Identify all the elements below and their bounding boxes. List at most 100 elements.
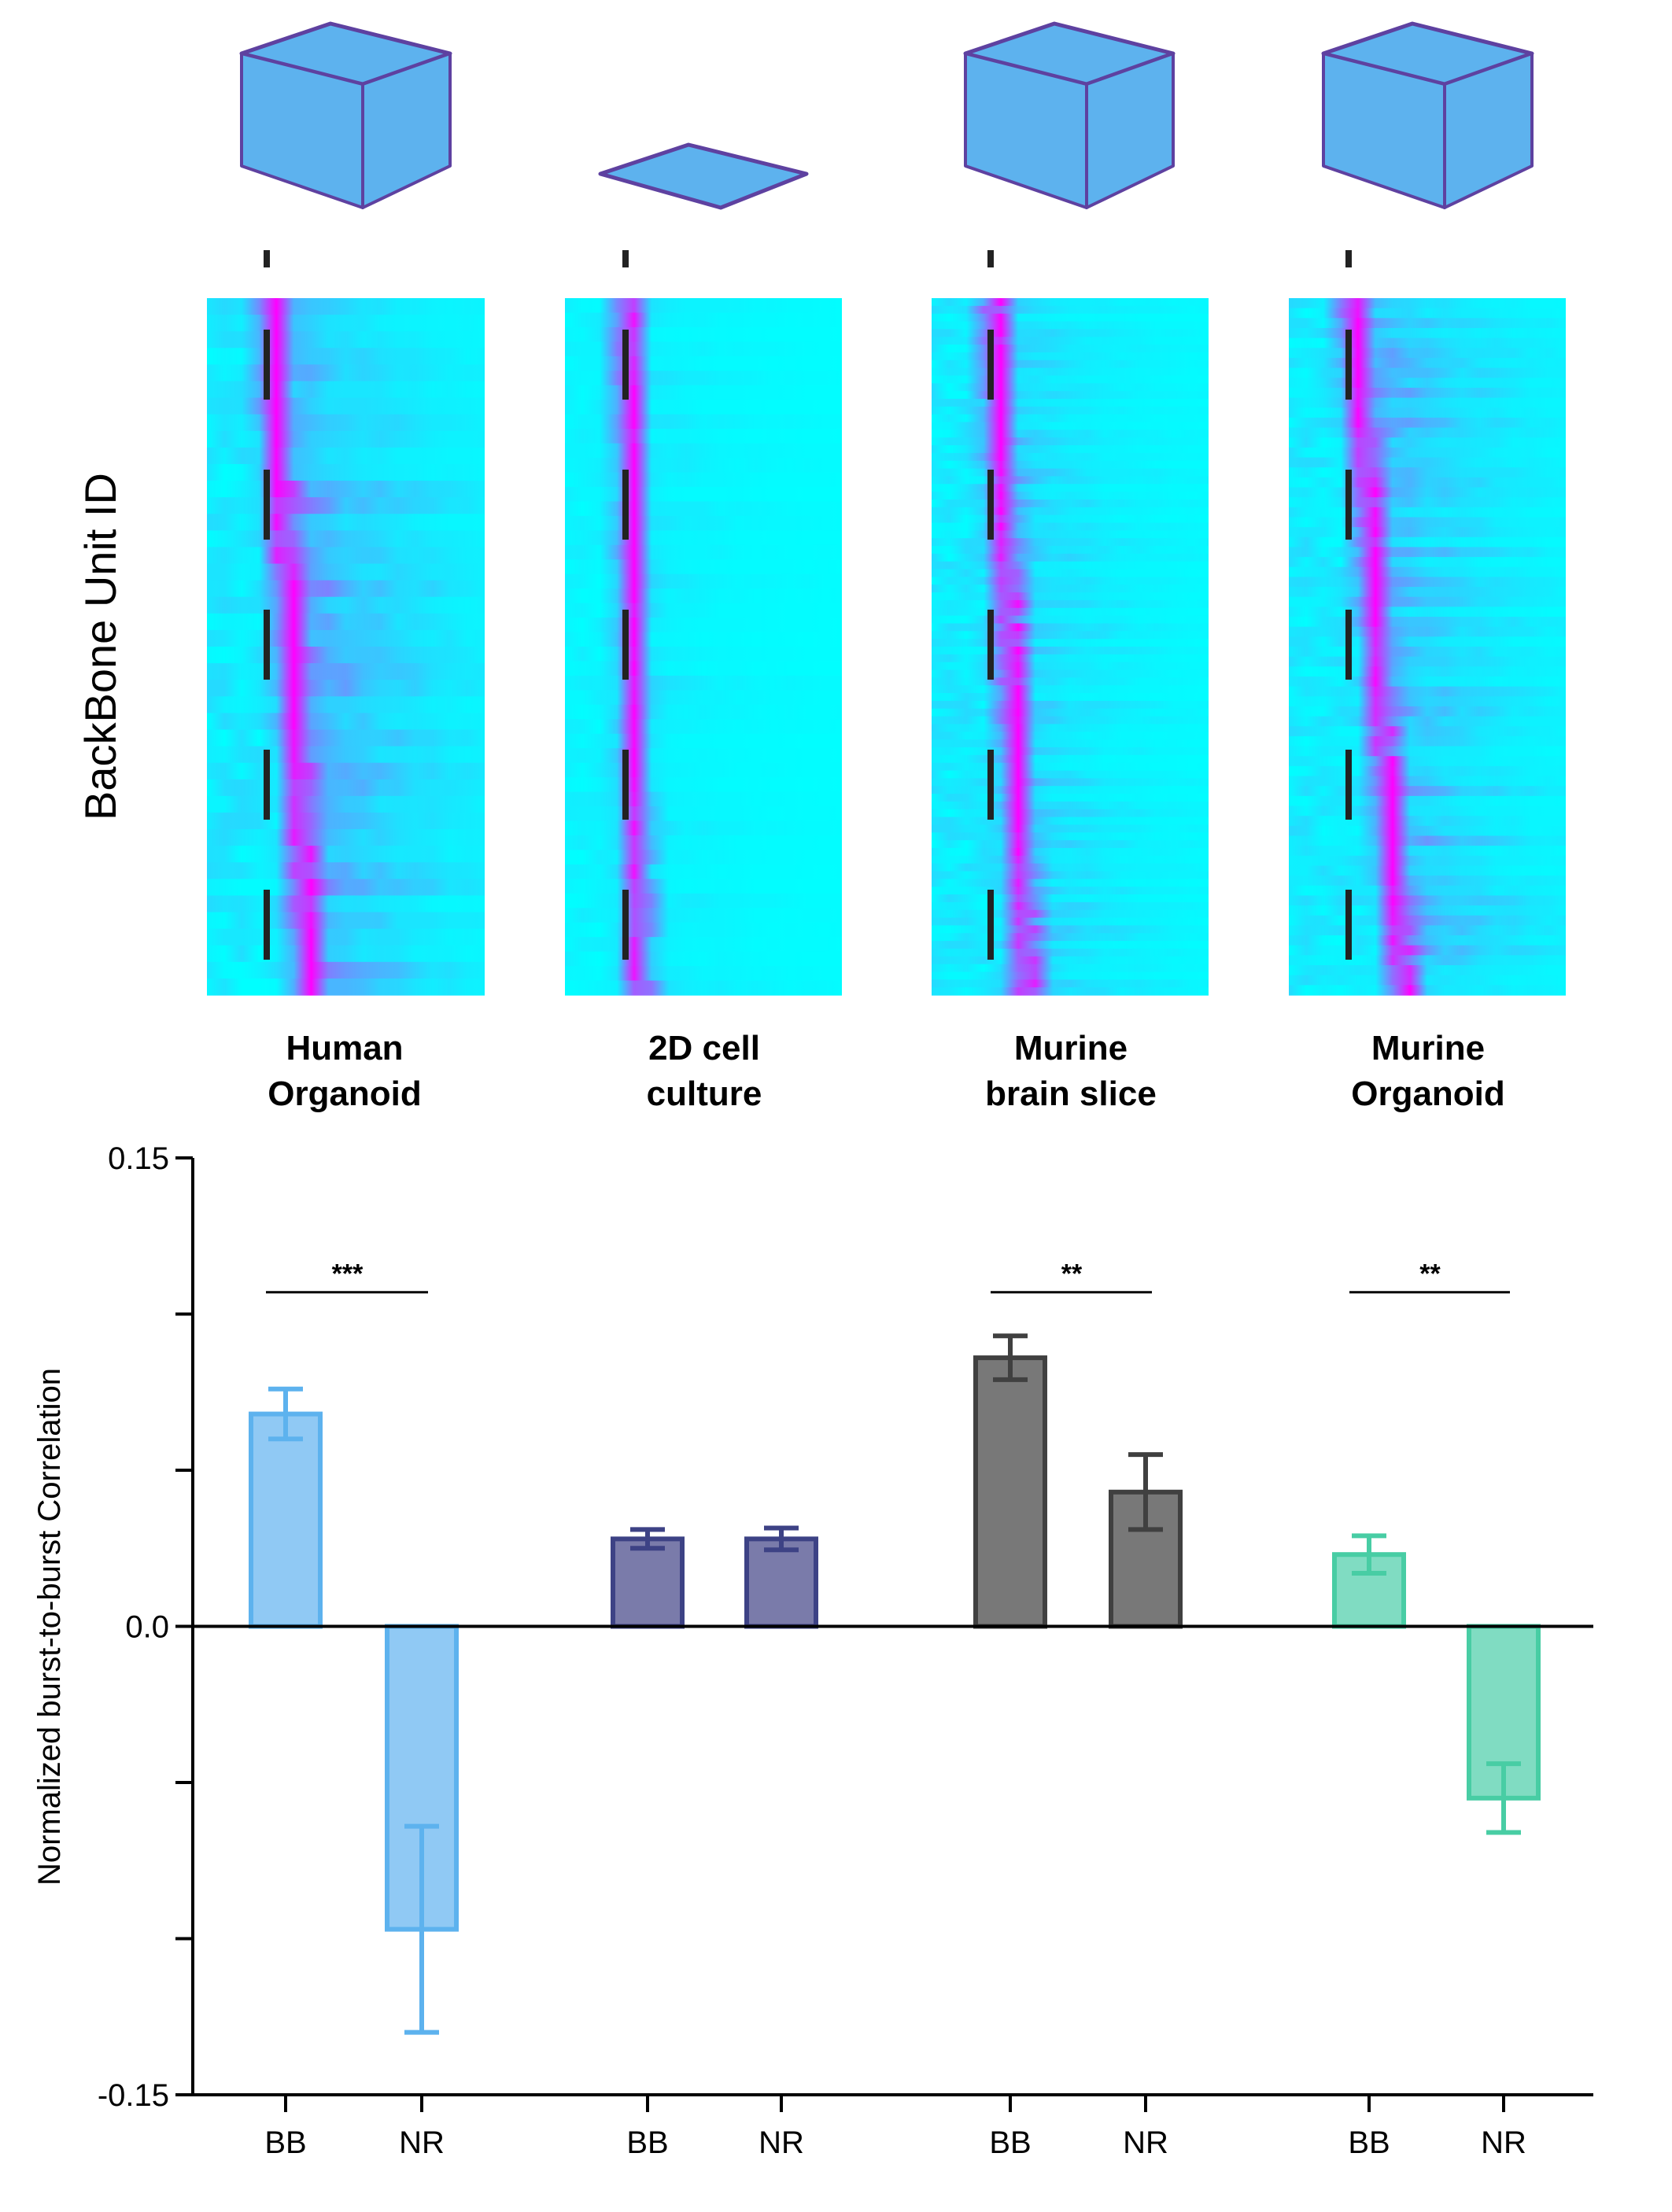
heatmap-row bbox=[565, 966, 842, 982]
heatmap-row bbox=[565, 690, 842, 706]
heatmap-row bbox=[932, 925, 1209, 934]
heatmap-row bbox=[932, 901, 1209, 911]
heatmap-row bbox=[1289, 387, 1566, 399]
heatmap-row bbox=[932, 941, 1209, 949]
heatmap-row bbox=[565, 618, 842, 633]
heatmap-row bbox=[207, 829, 485, 846]
heatmap-row bbox=[207, 978, 485, 996]
heatmap-row bbox=[932, 569, 1209, 577]
cube-right-face bbox=[361, 52, 452, 209]
heatmap-row bbox=[207, 514, 485, 531]
heatmap-row bbox=[932, 321, 1209, 330]
heatmap-row bbox=[1289, 876, 1566, 887]
heatmap-row bbox=[1289, 746, 1566, 757]
heatmap-row bbox=[207, 729, 485, 747]
heatmap-row bbox=[1289, 457, 1566, 468]
heatmap-row bbox=[207, 879, 485, 897]
heatmap-row bbox=[207, 713, 485, 731]
heatmap-row bbox=[932, 298, 1209, 307]
heatmap-row bbox=[565, 632, 842, 647]
heatmap-row bbox=[1289, 507, 1566, 518]
heatmap-row bbox=[1289, 577, 1566, 588]
heatmap-row bbox=[1289, 517, 1566, 528]
cube-right-face bbox=[1443, 52, 1534, 209]
heatmap-row bbox=[932, 561, 1209, 570]
heatmap-row bbox=[565, 588, 842, 604]
heatmap-row bbox=[565, 573, 842, 589]
heatmap-row bbox=[1289, 786, 1566, 797]
x-tick-label: BB bbox=[989, 2125, 1031, 2160]
heatmap-row bbox=[207, 463, 485, 481]
significance-label: ** bbox=[1419, 1259, 1441, 1289]
heatmap-row bbox=[1289, 735, 1566, 747]
heatmap-row bbox=[932, 577, 1209, 585]
bar-group bbox=[1332, 1533, 1541, 1835]
heatmap-row bbox=[932, 685, 1209, 694]
heatmap-row bbox=[1289, 327, 1566, 339]
bar bbox=[249, 1411, 323, 1629]
heatmap-row bbox=[207, 647, 485, 664]
x-tick-label: NR bbox=[399, 2125, 445, 2160]
heatmap-row bbox=[1289, 975, 1566, 986]
heatmap-row bbox=[932, 847, 1209, 857]
heatmap-row bbox=[207, 629, 485, 647]
heatmap-row bbox=[932, 887, 1209, 895]
heatmap-row bbox=[932, 468, 1209, 477]
heatmap-row bbox=[1289, 855, 1566, 867]
heatmap-row bbox=[932, 530, 1209, 539]
bar-group bbox=[611, 1525, 818, 1629]
heatmap-row bbox=[565, 400, 842, 415]
heatmap-row bbox=[1289, 945, 1566, 956]
heatmap-row bbox=[932, 329, 1209, 337]
heatmap-row bbox=[932, 700, 1209, 710]
heatmap-row bbox=[1289, 367, 1566, 378]
heatmap-row bbox=[1289, 935, 1566, 946]
heatmap-row bbox=[1289, 905, 1566, 916]
heatmap-row bbox=[1289, 706, 1566, 717]
heatmap-panel bbox=[207, 298, 1566, 998]
heatmap-row bbox=[565, 762, 842, 778]
heatmap-row bbox=[1289, 417, 1566, 429]
heatmap-row bbox=[932, 647, 1209, 655]
heatmap-row bbox=[932, 801, 1209, 810]
heatmap-row bbox=[932, 429, 1209, 438]
heatmap-row bbox=[207, 945, 485, 963]
significance-label: ** bbox=[1061, 1259, 1083, 1289]
x-tick-label: NR bbox=[1481, 2125, 1526, 2160]
heatmap bbox=[565, 298, 842, 998]
heatmap-row bbox=[207, 779, 485, 797]
heatmap-row bbox=[1289, 816, 1566, 827]
y-axis-label: Normalized burst-to-burst Correlation bbox=[32, 1368, 67, 1886]
heatmap-row bbox=[1289, 835, 1566, 846]
reference-marks bbox=[264, 250, 1352, 267]
flat-plate-icon bbox=[598, 142, 809, 210]
heatmap-row bbox=[207, 746, 485, 764]
heatmap-row bbox=[932, 987, 1209, 996]
heatmap-row bbox=[932, 933, 1209, 942]
heatmap-row bbox=[1289, 865, 1566, 876]
heatmap-row bbox=[565, 371, 842, 386]
heatmap-row bbox=[932, 522, 1209, 531]
heatmap-row bbox=[565, 980, 842, 996]
x-tick-label: BB bbox=[626, 2125, 668, 2160]
heatmap-row bbox=[1289, 427, 1566, 438]
heatmap-row bbox=[1289, 696, 1566, 707]
bar bbox=[1467, 1624, 1541, 1801]
heatmap-row bbox=[565, 719, 842, 735]
heatmap-row bbox=[932, 375, 1209, 384]
heatmap-row bbox=[932, 607, 1209, 617]
heatmap-row bbox=[207, 663, 485, 680]
heatmap bbox=[1289, 298, 1566, 998]
heatmap-row bbox=[932, 669, 1209, 678]
heatmap-row bbox=[1289, 587, 1566, 598]
heatmap-row bbox=[207, 762, 485, 780]
heatmap-row bbox=[207, 331, 485, 348]
heatmap-row bbox=[565, 937, 842, 953]
heatmap-row bbox=[565, 820, 842, 836]
heatmap-row bbox=[1289, 925, 1566, 936]
heatmap-row bbox=[207, 381, 485, 399]
heatmap-row bbox=[1289, 606, 1566, 618]
heatmap-row bbox=[932, 514, 1209, 524]
heatmap-row bbox=[932, 956, 1209, 965]
heatmap-row bbox=[932, 708, 1209, 717]
